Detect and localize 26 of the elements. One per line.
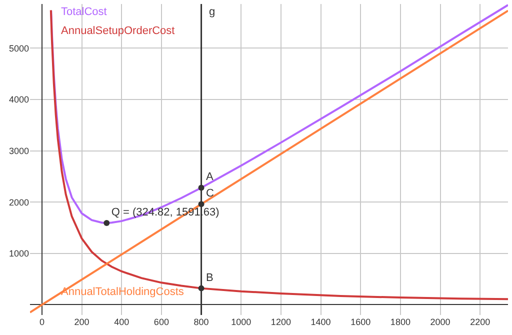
data-label: B — [206, 272, 214, 284]
y-tick-label: 3000 — [8, 146, 29, 156]
data-label: C — [206, 188, 214, 200]
y-tick-label: 5000 — [8, 43, 29, 54]
x-tick-label: 200 — [74, 317, 90, 327]
ref-line-label: g — [209, 6, 216, 18]
x-tick-label: 400 — [114, 317, 130, 327]
data-label: A — [206, 171, 214, 184]
x-tick-label: 600 — [154, 317, 169, 327]
x-tick-label: 1200 — [270, 317, 291, 327]
y-tick-label: 4000 — [8, 94, 29, 105]
x-tick-label: 1800 — [390, 317, 410, 327]
series-label: AnnualSetupOrderCost — [61, 25, 175, 37]
x-tick-label: 2200 — [470, 317, 490, 327]
y-tick-label: 2000 — [8, 197, 29, 208]
x-tick-label: 0 — [39, 317, 44, 327]
series-label: TotalCost — [61, 6, 107, 18]
x-tick-label: 1400 — [310, 317, 331, 327]
series-label: AnnualTotalHoldingCosts — [61, 286, 184, 298]
x-tick-label: 800 — [194, 317, 209, 327]
x-tick-label: 2000 — [430, 317, 450, 327]
x-tick-label: 1600 — [350, 317, 371, 327]
y-tick-label: 1000 — [8, 248, 29, 259]
line-series — [50, 4, 508, 224]
x-tick-label: 1000 — [231, 317, 252, 327]
point — [104, 220, 110, 226]
